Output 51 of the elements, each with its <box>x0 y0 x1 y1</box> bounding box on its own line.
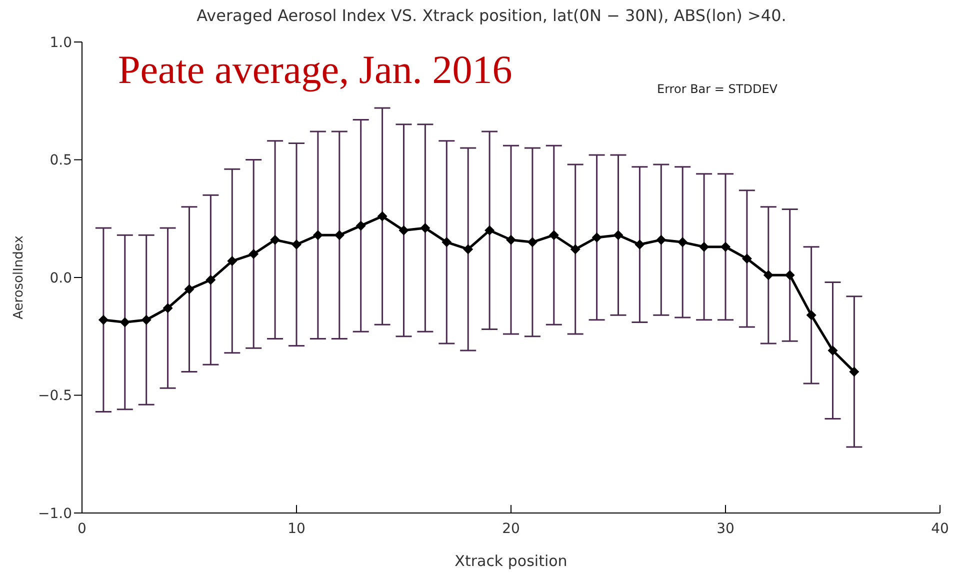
x-axis-title: Xtrack position <box>454 552 568 570</box>
point <box>506 234 516 245</box>
point <box>312 230 323 240</box>
point <box>484 225 495 236</box>
point <box>828 346 838 356</box>
point <box>742 254 752 264</box>
point <box>98 314 108 325</box>
chart-title: Averaged Aerosol Index VS. Xtrack position, lat(0N − 30N), ABS(lon) >40. <box>196 6 788 25</box>
point <box>420 223 430 234</box>
point <box>356 220 366 231</box>
point <box>463 244 474 254</box>
point <box>206 274 216 285</box>
y-tick-label: −0.5 <box>38 388 72 404</box>
y-tick-label: 1.0 <box>50 34 72 51</box>
point <box>634 240 645 250</box>
point <box>720 242 730 252</box>
point <box>162 303 173 314</box>
point <box>270 234 280 245</box>
point <box>377 211 388 222</box>
point <box>763 270 774 280</box>
x-tick-label: 20 <box>502 520 520 537</box>
point <box>184 284 194 294</box>
y-tick-label: 0.0 <box>50 270 72 286</box>
point <box>613 230 624 240</box>
y-tick-label: −1.0 <box>38 506 72 522</box>
point <box>699 242 710 252</box>
x-tick-label: 40 <box>931 520 949 537</box>
point <box>141 314 152 325</box>
annotation: Peate average, Jan. 2016 <box>118 46 512 93</box>
point <box>784 270 795 280</box>
point <box>678 237 688 248</box>
point <box>334 230 344 240</box>
point <box>849 366 860 377</box>
x-tick-label: 0 <box>78 520 86 537</box>
point <box>592 232 602 242</box>
point <box>227 256 238 266</box>
point <box>248 248 259 259</box>
x-tick-label: 30 <box>716 520 734 537</box>
point <box>120 317 130 328</box>
y-tick-label: 0.5 <box>50 152 72 169</box>
x-tick-label: 10 <box>288 520 306 537</box>
point <box>656 234 666 245</box>
point <box>548 230 559 240</box>
point <box>398 225 409 236</box>
point <box>442 237 452 248</box>
y-axis-title: AerosolIndex <box>12 235 27 320</box>
point <box>806 310 816 320</box>
point <box>527 237 538 248</box>
point <box>292 240 302 250</box>
point <box>570 244 580 254</box>
annotation: Error Bar = STDDEV <box>657 82 778 96</box>
